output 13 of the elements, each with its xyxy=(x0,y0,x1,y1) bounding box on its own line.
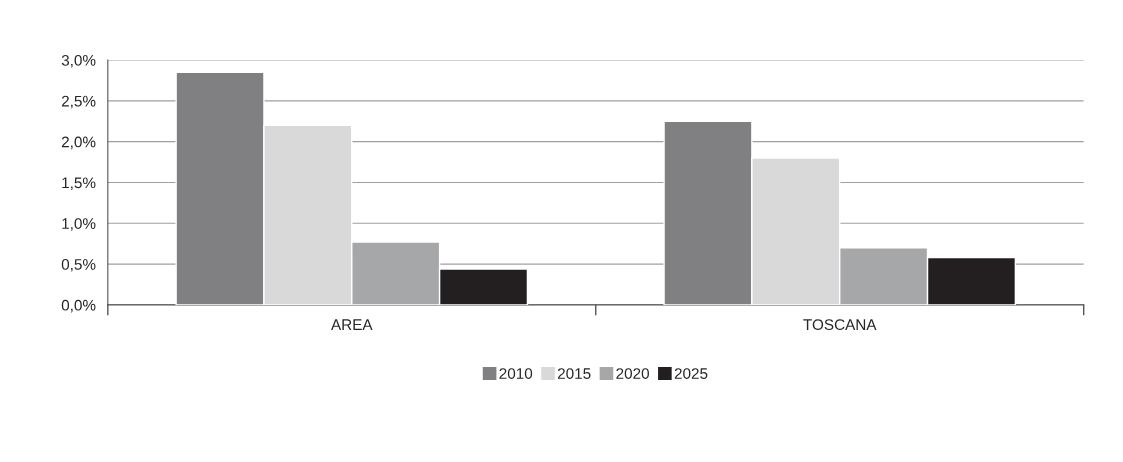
x-tick-label: TOSCANA xyxy=(803,319,877,331)
y-tick-label: 2,0% xyxy=(61,136,96,150)
y-tick-label: 1,0% xyxy=(62,218,96,231)
y-tick-label: 0,0% xyxy=(61,299,96,313)
y-tick-label: 3,0% xyxy=(61,54,96,68)
legend-label: 2015 xyxy=(557,368,591,379)
x-tick-label: AREA xyxy=(331,319,373,330)
legend-label: 2025 xyxy=(674,368,708,379)
legend-label: 2020 xyxy=(616,368,649,379)
y-tick-label: 1,5% xyxy=(62,177,96,190)
y-tick-label: 0,5% xyxy=(61,258,96,272)
y-tick-label: 2,5% xyxy=(61,95,96,109)
legend-label: 2010 xyxy=(499,368,533,379)
